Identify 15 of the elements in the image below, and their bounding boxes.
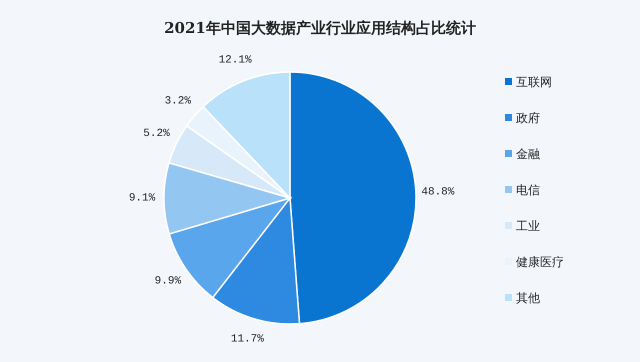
data-label: 5.2% [143, 128, 170, 140]
data-label: 9.1% [128, 192, 156, 204]
data-label: 3.2% [164, 96, 192, 108]
chart-title: 2021年中国大数据产业行业应用结构占比统计 [164, 19, 476, 37]
data-label: 11.7% [230, 334, 264, 346]
legend-label: 工业 [516, 219, 540, 233]
legend-label: 互联网 [516, 75, 552, 89]
data-label: 12.1% [218, 54, 252, 67]
legend-label: 政府 [516, 111, 540, 125]
legend-label: 电信 [516, 183, 540, 197]
legend-label: 其他 [516, 291, 540, 305]
data-label: 48.8% [421, 186, 455, 198]
data-label: 9.9% [154, 276, 182, 288]
legend-label: 健康医疗 [516, 255, 564, 269]
legend-label: 金融 [516, 147, 540, 161]
